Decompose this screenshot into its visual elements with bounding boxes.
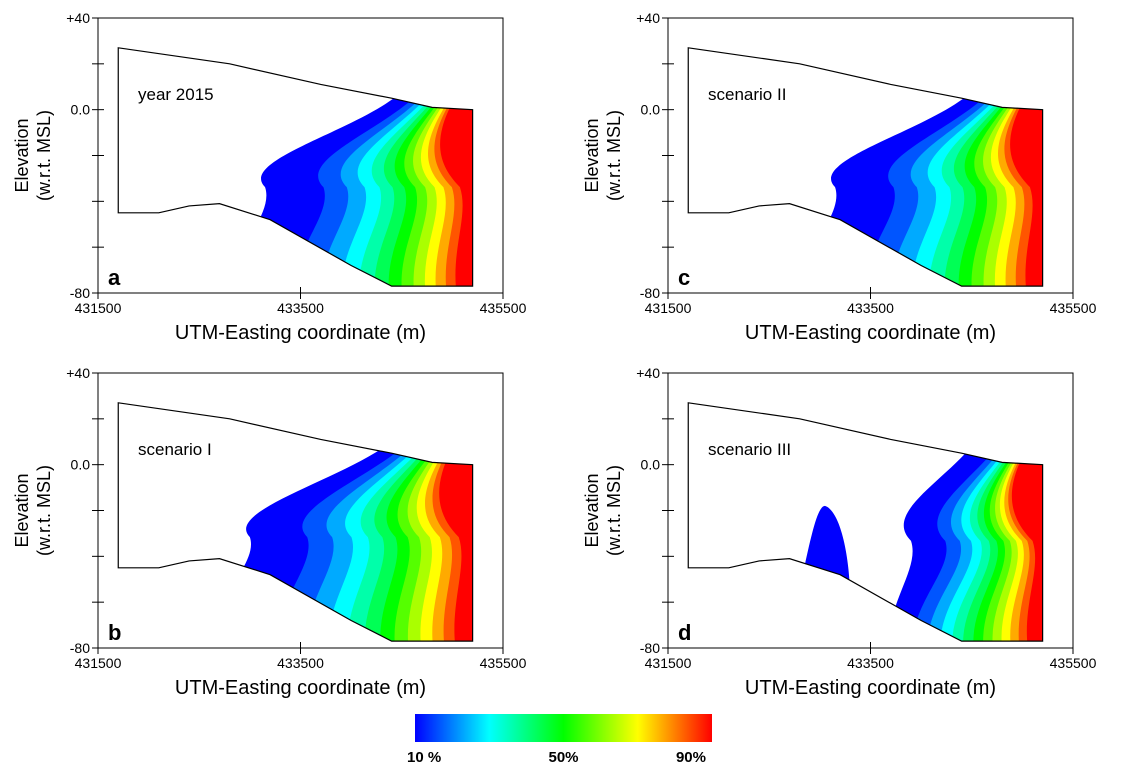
y-axis-title: Elevation (w.r.t. MSL) bbox=[12, 465, 54, 556]
x-tick-label: 433500 bbox=[277, 300, 324, 316]
y-tick-label: -80 bbox=[640, 640, 660, 656]
y-axis-title-line1: Elevation bbox=[12, 473, 32, 547]
contour-band bbox=[439, 426, 473, 642]
x-axis-title: UTM-Easting coordinate (m) bbox=[745, 322, 996, 344]
contour-band bbox=[1010, 80, 1043, 287]
y-axis-title-line1: Elevation bbox=[582, 118, 602, 192]
x-tick-label: 431500 bbox=[75, 655, 122, 671]
x-tick-label: 435500 bbox=[480, 300, 527, 316]
x-tick-label: 431500 bbox=[75, 300, 122, 316]
x-axis-title: UTM-Easting coordinate (m) bbox=[175, 677, 426, 699]
domain-outline bbox=[687, 47, 1044, 287]
domain-outline bbox=[117, 402, 474, 642]
x-tick-label: 435500 bbox=[1050, 655, 1097, 671]
domain-outline bbox=[687, 402, 1044, 642]
y-tick-label: 0.0 bbox=[71, 457, 91, 473]
x-tick-label: 433500 bbox=[847, 300, 894, 316]
y-axis-title-line1: Elevation bbox=[582, 473, 602, 547]
x-tick-label: 433500 bbox=[277, 655, 324, 671]
colorbar-tick-label: 50% bbox=[548, 749, 578, 766]
y-tick-label: +40 bbox=[636, 10, 660, 26]
contour-band bbox=[440, 80, 473, 287]
panel-letter: b bbox=[108, 620, 121, 645]
colorbar-gradient bbox=[415, 714, 712, 742]
y-tick-label: 0.0 bbox=[71, 102, 91, 118]
panel-letter: a bbox=[108, 265, 121, 290]
y-axis-title: Elevation (w.r.t. MSL) bbox=[12, 110, 54, 201]
y-tick-label: -80 bbox=[70, 285, 90, 301]
contour-bands bbox=[233, 80, 473, 287]
y-tick-label: -80 bbox=[640, 285, 660, 301]
contour-bands bbox=[208, 426, 473, 642]
panel-letter: c bbox=[678, 265, 690, 290]
y-axis-title-line2: (w.r.t. MSL) bbox=[604, 110, 624, 201]
y-tick-label: 0.0 bbox=[641, 102, 661, 118]
x-tick-label: 435500 bbox=[480, 655, 527, 671]
y-tick-label: -80 bbox=[70, 640, 90, 656]
y-tick-label: +40 bbox=[66, 10, 90, 26]
y-axis-title-line2: (w.r.t. MSL) bbox=[34, 465, 54, 556]
y-tick-label: +40 bbox=[66, 365, 90, 381]
contour-gap bbox=[850, 418, 893, 626]
y-axis-title-line1: Elevation bbox=[12, 118, 32, 192]
domain-outline bbox=[117, 47, 474, 287]
panel-label: scenario I bbox=[138, 440, 212, 459]
freshwater-lens bbox=[804, 505, 851, 603]
y-tick-label: 0.0 bbox=[641, 457, 661, 473]
colorbar: 10 % 50% 90% bbox=[407, 714, 712, 766]
y-axis-title-line2: (w.r.t. MSL) bbox=[604, 465, 624, 556]
y-axis-title: Elevation (w.r.t. MSL) bbox=[582, 110, 624, 201]
x-tick-label: 433500 bbox=[847, 655, 894, 671]
x-tick-label: 435500 bbox=[1050, 300, 1097, 316]
x-tick-label: 431500 bbox=[645, 300, 692, 316]
y-axis-title-line2: (w.r.t. MSL) bbox=[34, 110, 54, 201]
panel-label: scenario II bbox=[708, 85, 786, 104]
contour-bands bbox=[804, 418, 1043, 642]
panel-letter: d bbox=[678, 620, 691, 645]
x-tick-label: 431500 bbox=[645, 655, 692, 671]
x-axis-title: UTM-Easting coordinate (m) bbox=[745, 677, 996, 699]
colorbar-tick-label: 10 % bbox=[407, 749, 441, 766]
panel-label: year 2015 bbox=[138, 85, 214, 104]
x-axis-title: UTM-Easting coordinate (m) bbox=[175, 322, 426, 344]
colorbar-tick-label: 90% bbox=[676, 749, 706, 766]
y-axis-title: Elevation (w.r.t. MSL) bbox=[582, 465, 624, 556]
y-tick-label: +40 bbox=[636, 365, 660, 381]
panel-label: scenario III bbox=[708, 440, 791, 459]
